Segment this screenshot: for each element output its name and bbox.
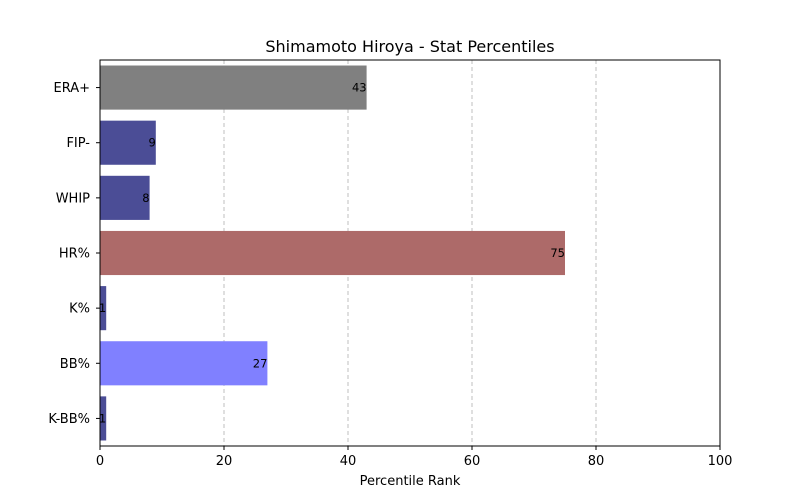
- bar: [100, 341, 268, 386]
- y-tick-label: BB%: [60, 357, 90, 372]
- bar: [100, 286, 107, 331]
- y-tick-label: WHIP: [56, 191, 90, 206]
- x-tick-label: 40: [340, 454, 357, 469]
- bar-layer: [100, 65, 565, 441]
- x-tick-label: 20: [216, 454, 233, 469]
- y-tick-label: FIP-: [66, 136, 90, 151]
- data-label: 27: [253, 356, 268, 370]
- bar: [100, 120, 156, 165]
- data-label: 9: [148, 136, 155, 150]
- y-tick-label: K-BB%: [48, 412, 90, 427]
- value-label-layer: 43 9 8 75 1 27 1: [99, 81, 565, 426]
- x-tick-label: 60: [464, 454, 481, 469]
- data-label: 43: [352, 81, 367, 95]
- data-label: 1: [99, 411, 106, 425]
- bar: [100, 65, 367, 110]
- data-label: 8: [142, 191, 149, 205]
- chart-title: Shimamoto Hiroya - Stat Percentiles: [265, 37, 554, 56]
- bar: [100, 396, 107, 441]
- x-axis-title: Percentile Rank: [360, 474, 461, 489]
- x-tick-label: 80: [588, 454, 605, 469]
- x-axis: 0 20 40 60 80 100: [96, 446, 733, 469]
- y-tick-label: K%: [69, 302, 90, 317]
- x-tick-label: 100: [708, 454, 733, 469]
- y-axis: ERA+ FIP- WHIP HR% K% BB% K-BB%: [48, 81, 100, 427]
- y-tick-label: ERA+: [53, 81, 90, 96]
- y-tick-label: HR%: [59, 247, 90, 262]
- data-label: 1: [99, 301, 106, 315]
- data-label: 75: [550, 246, 565, 260]
- bar: [100, 175, 150, 220]
- bar: [100, 230, 565, 276]
- x-tick-label: 0: [96, 454, 104, 469]
